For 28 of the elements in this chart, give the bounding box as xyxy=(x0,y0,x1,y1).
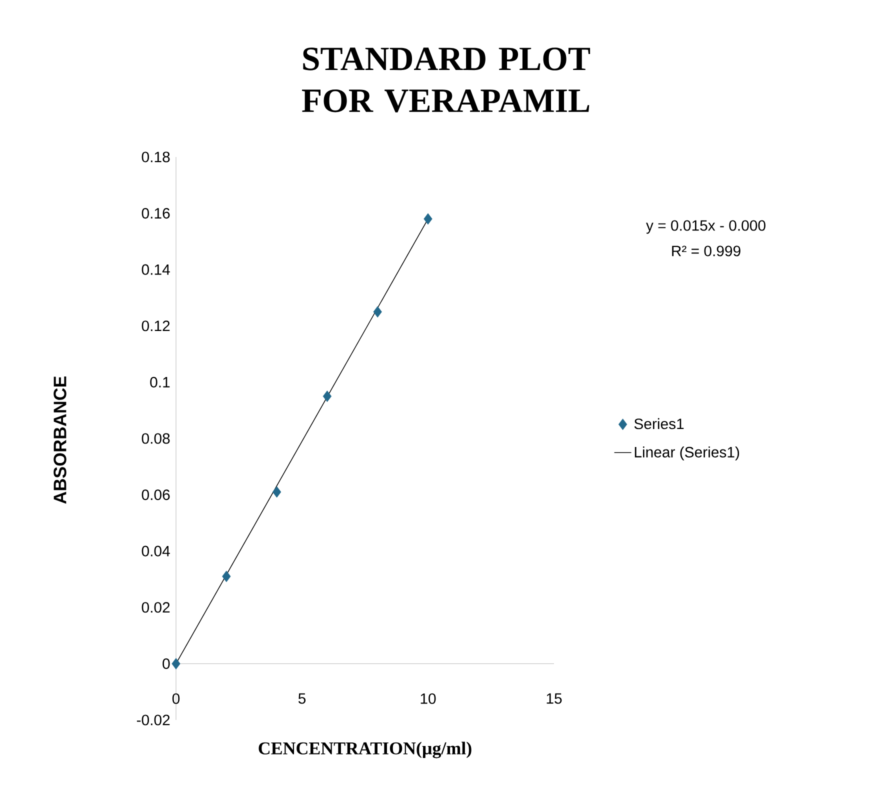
legend-label: Linear (Series1) xyxy=(634,446,740,460)
y-tick-label: -0.02 xyxy=(136,714,170,726)
y-tick-label: 0.08 xyxy=(142,433,170,444)
y-tick-label: 0.06 xyxy=(142,490,170,500)
x-axis-title: CENCENTRATION(µg/ml) xyxy=(258,742,472,758)
y-tick-label: 0.14 xyxy=(142,264,170,275)
point xyxy=(424,213,432,225)
x-tick-label: 15 xyxy=(546,693,562,704)
point xyxy=(172,658,180,670)
y-tick-label: 0.12 xyxy=(142,320,170,332)
y-tick-label: 0.04 xyxy=(142,546,170,556)
y-tick-label: 0.18 xyxy=(142,152,170,162)
text: R² = 0.999 xyxy=(672,246,740,256)
text: y = 0.015x - 0.000 xyxy=(646,220,766,234)
x-tick-label: 5 xyxy=(298,693,306,704)
y-tick-label: 0.1 xyxy=(150,376,170,388)
point xyxy=(222,570,231,582)
x-tick-label: 10 xyxy=(420,693,436,704)
point xyxy=(322,390,332,402)
point xyxy=(272,486,282,498)
point xyxy=(373,306,382,318)
x-tick-label: 0 xyxy=(172,693,180,704)
legend-label: Series1 xyxy=(634,418,684,430)
y-tick-label: 0.02 xyxy=(142,602,170,613)
y-axis-title: ABSORBANCE xyxy=(54,376,66,504)
chart-title: STANDARD PLOT FOR VERAPAMIL xyxy=(302,48,590,112)
y-tick-label: 0.16 xyxy=(142,208,170,219)
y-tick-label: 0 xyxy=(162,658,170,669)
